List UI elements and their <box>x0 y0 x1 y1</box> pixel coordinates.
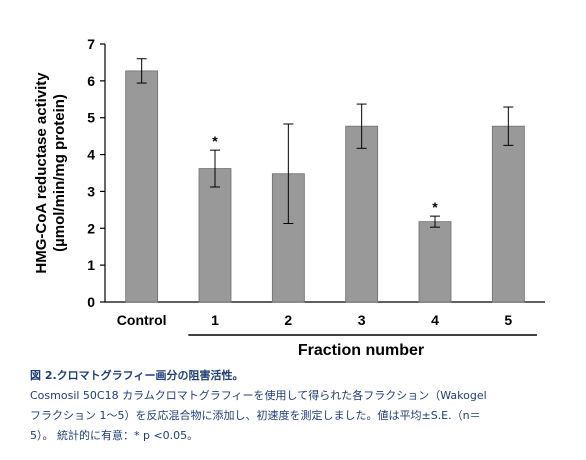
caption-line-3: 5）。 統計的に有意：* p <0.05。 <box>30 429 199 442</box>
x-axis-label: Fraction number <box>298 342 424 359</box>
x-tick-label: 3 <box>358 312 366 328</box>
x-tick-label: 2 <box>284 312 292 328</box>
y-tick-label: 2 <box>87 220 95 236</box>
bar <box>198 168 232 303</box>
y-tick-label: 6 <box>87 73 95 89</box>
significance-marker: * <box>432 199 438 215</box>
x-tick-label: Control <box>117 312 167 328</box>
caption-line-1: Cosmosil 50C18 カラムクロマトグラフィーを使用して得られた各フラク… <box>30 389 487 402</box>
bar <box>125 70 159 303</box>
y-axis-unit-label: (µmol/min/mg protein) <box>51 94 68 252</box>
caption-line-2: フラクション 1～5）を反応混合物に添加し、初速度を測定しました。値は平均±S.… <box>30 409 481 422</box>
bar <box>418 221 452 303</box>
x-tick-label: 5 <box>504 312 512 328</box>
y-tick-label: 1 <box>87 257 95 273</box>
y-tick-label: 4 <box>87 147 95 163</box>
figure-caption: 図 2.クロマトグラフィー画分の阻害活性。 Cosmosil 50C18 カラム… <box>30 366 570 446</box>
y-axis-label: HMG-CoA reductase activity <box>33 72 50 274</box>
y-tick-label: 7 <box>87 36 95 52</box>
significance-marker: * <box>212 133 218 149</box>
x-tick-label: 4 <box>431 312 439 328</box>
bar <box>491 125 525 303</box>
y-tick-label: 3 <box>87 183 95 199</box>
y-tick-label: 5 <box>87 110 95 126</box>
chart-bars: ** <box>125 58 525 303</box>
x-tick-label: 1 <box>211 312 219 328</box>
y-tick-label: 0 <box>87 294 95 310</box>
caption-title: 図 2.クロマトグラフィー画分の阻害活性。 <box>30 369 244 382</box>
bar <box>345 125 379 303</box>
chart-axes: 0 1 2 3 4 5 6 7 Control 1 2 3 4 5 <box>87 36 545 336</box>
